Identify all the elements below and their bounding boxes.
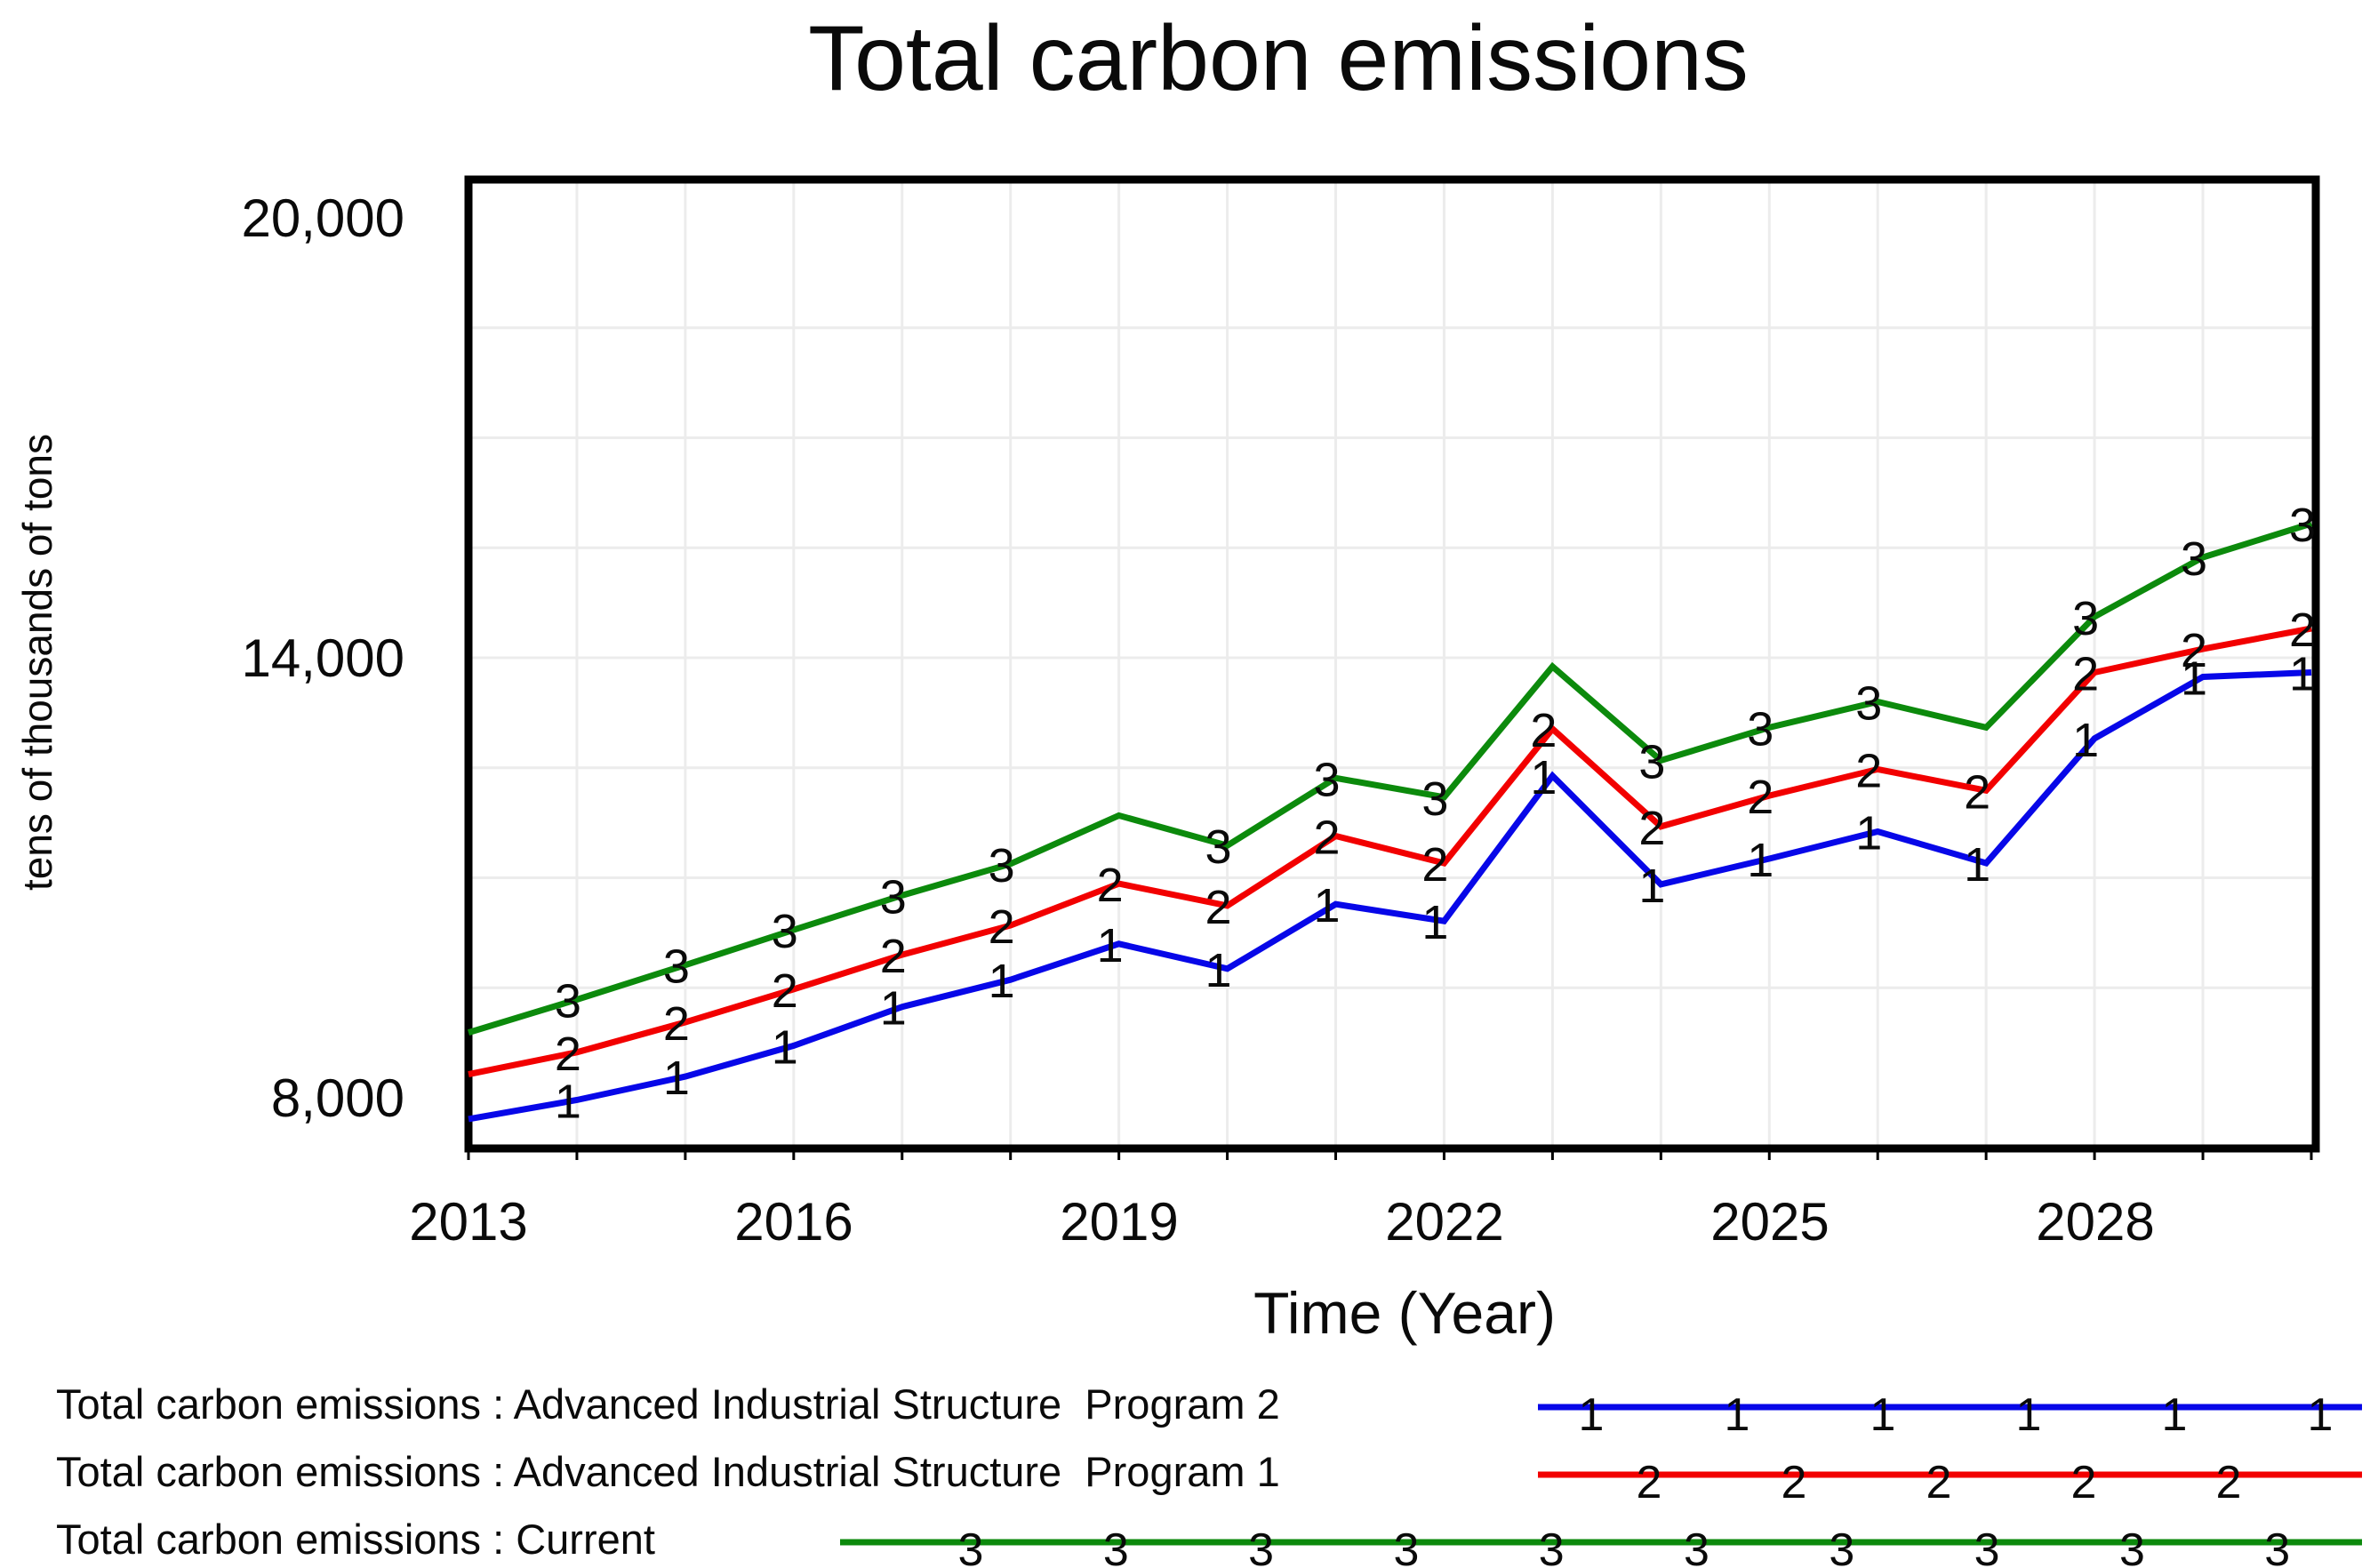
series-marker-digit: 1: [1205, 944, 1232, 997]
series-marker-digit: 2: [1097, 859, 1124, 912]
legend-marker-digit: 3: [1829, 1524, 1854, 1568]
legend-marker-digit: 1: [1579, 1389, 1605, 1441]
x-tick-label-2016: 2016: [734, 1192, 853, 1252]
series-marker-digit: 2: [1747, 771, 1773, 824]
legend-marker-digit: 1: [2016, 1389, 2042, 1441]
series-marker-digit: 2: [1421, 838, 1448, 892]
legend-marker-digit: 3: [1393, 1524, 1419, 1568]
x-tick-label-2028: 2028: [2036, 1192, 2154, 1252]
legend-marker-layer: 1 1 1 1 1 12 2 2 2 23 3 3 3 3 3 3 3 3 3: [840, 1389, 2362, 1568]
series-marker-digit: 1: [989, 955, 1015, 1008]
legend-marker-digit: 3: [1103, 1524, 1129, 1568]
legend-marker-digit: 3: [1248, 1524, 1274, 1568]
series-marker-digit: 2: [1530, 704, 1557, 757]
series-marker-digit: 2: [2289, 604, 2316, 657]
legend-label-program2: Total carbon emissions : Advanced Indust…: [56, 1380, 1280, 1428]
series-marker-digit: 1: [1530, 751, 1557, 804]
legend-marker-row-2: 2 2 2 2 2: [1538, 1457, 2362, 1508]
series-marker-digit: 1: [2181, 652, 2207, 705]
legend-marker-digit: 3: [1539, 1524, 1565, 1568]
series-marker-digit: 2: [1313, 811, 1340, 864]
series-marker-digit: 2: [663, 997, 690, 1051]
legend-marker-digit: 3: [2264, 1524, 2290, 1568]
series-marker-digit: 2: [989, 900, 1015, 954]
legend-marker-digit: 1: [2162, 1389, 2188, 1441]
y-tick-label-14000: 14,000: [241, 628, 404, 688]
y-tick-label-8000: 8,000: [271, 1068, 404, 1128]
series-marker-digit: 3: [2072, 592, 2099, 645]
series-marker-digit: 2: [1855, 744, 1882, 797]
chart-title: Total carbon emissions: [808, 7, 1749, 110]
series-marker-digit: 1: [1747, 834, 1773, 887]
legend-marker-digit: 3: [2119, 1524, 2145, 1568]
series-marker-digit: 3: [880, 870, 907, 924]
x-tick-label-2025: 2025: [1710, 1192, 1829, 1252]
x-tick-label-2019: 2019: [1060, 1192, 1178, 1252]
series-marker-digit: 3: [1747, 702, 1773, 756]
series-3: 3 3 3 3 3 3 3 3 3 3 3 3 3 3: [467, 499, 2316, 1036]
series-marker-digit: 3: [1205, 820, 1232, 874]
series-marker-digit: 1: [2289, 648, 2316, 701]
legend-marker-digit: 3: [1684, 1524, 1709, 1568]
series-marker-digit: 1: [1855, 807, 1882, 860]
series-line-1: [468, 669, 2312, 1123]
series-marker-digit: 1: [555, 1075, 581, 1128]
series-marker-digit: 2: [2072, 648, 2099, 701]
series-marker-digit: 3: [555, 974, 581, 1028]
legend-marker-digit: 1: [1870, 1389, 1896, 1441]
series-marker-digit: 3: [663, 940, 690, 994]
x-tick-label-2022: 2022: [1385, 1192, 1503, 1252]
series-marker-digit: 3: [1638, 736, 1665, 789]
legend-marker-row-1: 1 1 1 1 1 1: [1538, 1389, 2362, 1441]
series-marker-digit: 3: [772, 905, 798, 958]
series-marker-digit: 3: [1313, 753, 1340, 806]
series-marker-digit: 3: [989, 839, 1015, 892]
series-marker-digit: 2: [555, 1028, 581, 1081]
y-tick-label-20000: 20,000: [241, 188, 404, 248]
series-marker-digit: 2: [880, 930, 907, 983]
series-marker-digit: 1: [663, 1052, 690, 1105]
series-marker-digit: 2: [1964, 765, 1990, 819]
legend-label-program1: Total carbon emissions : Advanced Indust…: [56, 1448, 1280, 1495]
series-marker-digit: 2: [2181, 624, 2207, 677]
series-marker-digit: 2: [1205, 881, 1232, 934]
grid-layer: [468, 180, 2316, 1148]
series-marker-digit: 1: [1964, 838, 1990, 892]
legend-marker-digit: 2: [1637, 1457, 1662, 1508]
legend-marker-digit: 1: [2308, 1389, 2334, 1441]
series-marker-digit: 3: [1421, 772, 1448, 826]
y-axis-title: tens of thousands of tons: [14, 434, 60, 891]
series-marker-digit: 1: [1638, 860, 1665, 913]
series-2: 2 2 2 2 2 2 2 2 2 2 2 2 2 2 2 2 2: [468, 604, 2316, 1081]
legend-marker-digit: 1: [1725, 1389, 1750, 1441]
series-marker-digit: 1: [1097, 919, 1124, 972]
legend-marker-digit: 3: [958, 1524, 984, 1568]
series-marker-digit: 1: [772, 1020, 798, 1074]
series-marker-digit: 3: [2181, 532, 2207, 586]
series-line-3: [467, 520, 2313, 1036]
legend-marker-digit: 2: [2071, 1457, 2097, 1508]
legend-marker-row-3: 3 3 3 3 3 3 3 3 3 3: [840, 1524, 2362, 1568]
legend-label-current: Total carbon emissions : Current: [56, 1516, 655, 1563]
series-marker-digit: 1: [1421, 896, 1448, 949]
x-tick-label-2013: 2013: [409, 1192, 527, 1252]
legend-marker-digit: 2: [1781, 1457, 1807, 1508]
series-marker-digit: 1: [880, 982, 907, 1036]
series-marker-digit: 1: [1313, 879, 1340, 932]
series-1: 1 1 1 1 1 1 1 1 1 1 1 1 1 1 1 1 1: [468, 648, 2316, 1128]
legend: Total carbon emissions : Advanced Indust…: [56, 1380, 2362, 1568]
series-marker-digit: 2: [1638, 802, 1665, 855]
series-marker-digit: 3: [1855, 677, 1882, 731]
legend-marker-digit: 2: [1926, 1457, 1952, 1508]
series-marker-digit: 1: [2072, 714, 2099, 767]
plot-frame: [464, 175, 2320, 1153]
series-line-2: [468, 625, 2312, 1078]
series-marker-digit: 3: [2289, 499, 2316, 552]
legend-marker-digit: 2: [2216, 1457, 2242, 1508]
legend-marker-digit: 3: [1974, 1524, 2000, 1568]
x-axis-title: Time (Year): [1253, 1280, 1556, 1346]
series-marker-digit: 2: [772, 964, 798, 1018]
